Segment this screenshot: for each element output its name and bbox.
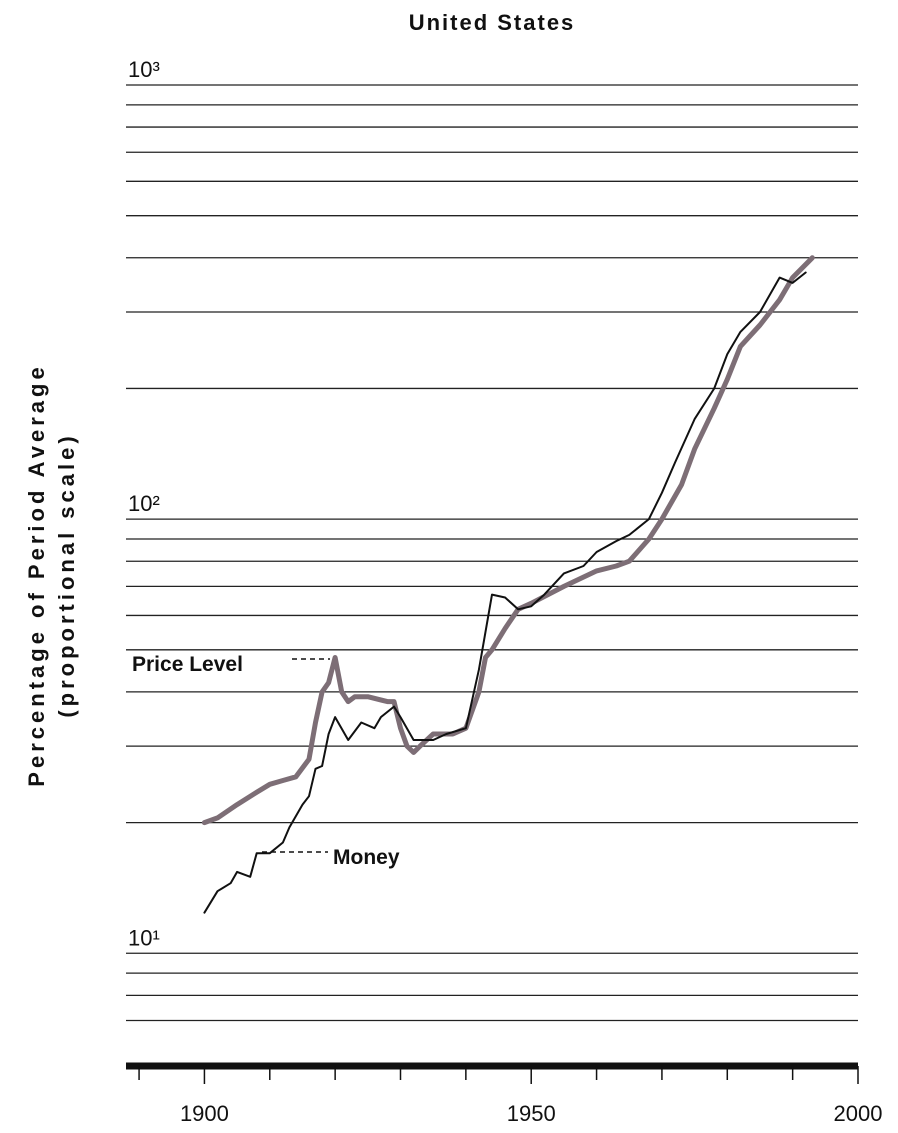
annotation: Money (333, 846, 400, 869)
x-tick-label: 1950 (507, 1101, 556, 1126)
annotation: Price Level (132, 653, 243, 676)
x-tick-label: 2000 (834, 1101, 883, 1126)
y-axis-label: Percentage of Period Average (24, 363, 49, 786)
chart-title: United States (409, 10, 576, 35)
x-tick-label: 1900 (180, 1101, 229, 1126)
y-tick-label: 10¹ (128, 925, 160, 950)
y-axis-label: (proportional scale) (54, 432, 79, 717)
series-line (203, 271, 807, 914)
y-tick-label: 10² (128, 491, 160, 516)
series-line (201, 255, 815, 826)
y-tick-label: 10³ (128, 57, 160, 82)
